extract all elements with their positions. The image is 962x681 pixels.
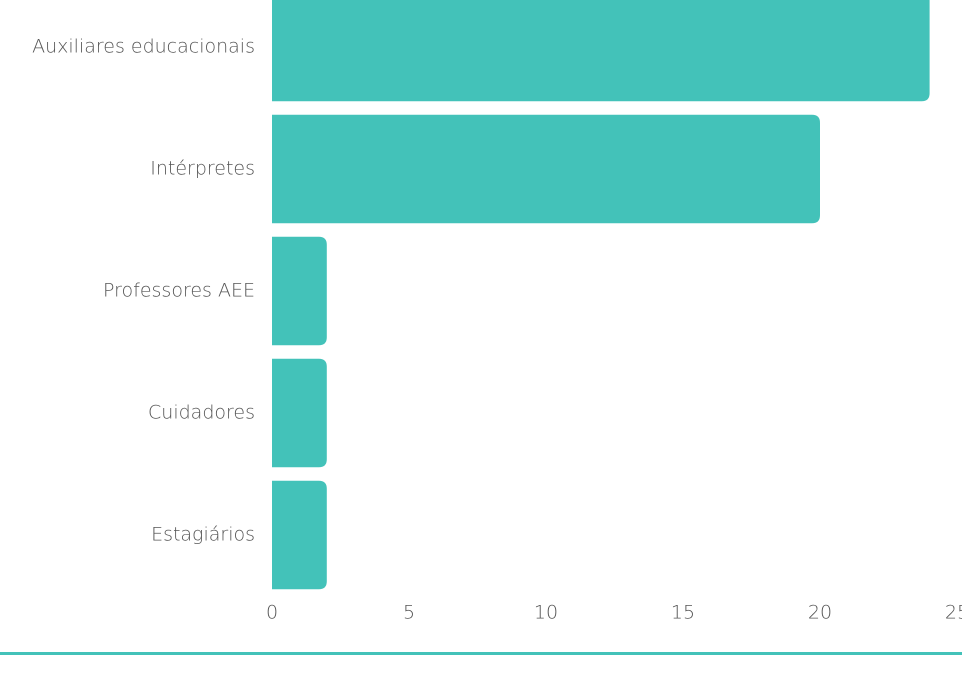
bar (272, 0, 930, 102)
y-tick-label: Cuidadores (148, 402, 255, 424)
y-tick-label: Estagiários (151, 524, 255, 546)
x-tick-label: 5 (403, 602, 415, 624)
bottom-rule (0, 652, 962, 655)
y-tick-label: Professores AEE (103, 280, 255, 302)
y-tick-label: Auxiliares educacionais (32, 36, 255, 58)
bar (272, 358, 327, 468)
bar (272, 236, 327, 346)
bar (272, 480, 327, 590)
x-tick-label: 15 (671, 602, 695, 624)
y-tick-label: Intérpretes (150, 158, 255, 180)
x-tick-label: 20 (808, 602, 832, 624)
x-tick-label: 10 (534, 602, 558, 624)
x-tick-label: 25 (945, 602, 962, 624)
bar (272, 114, 820, 224)
x-tick-label: 0 (266, 602, 278, 624)
